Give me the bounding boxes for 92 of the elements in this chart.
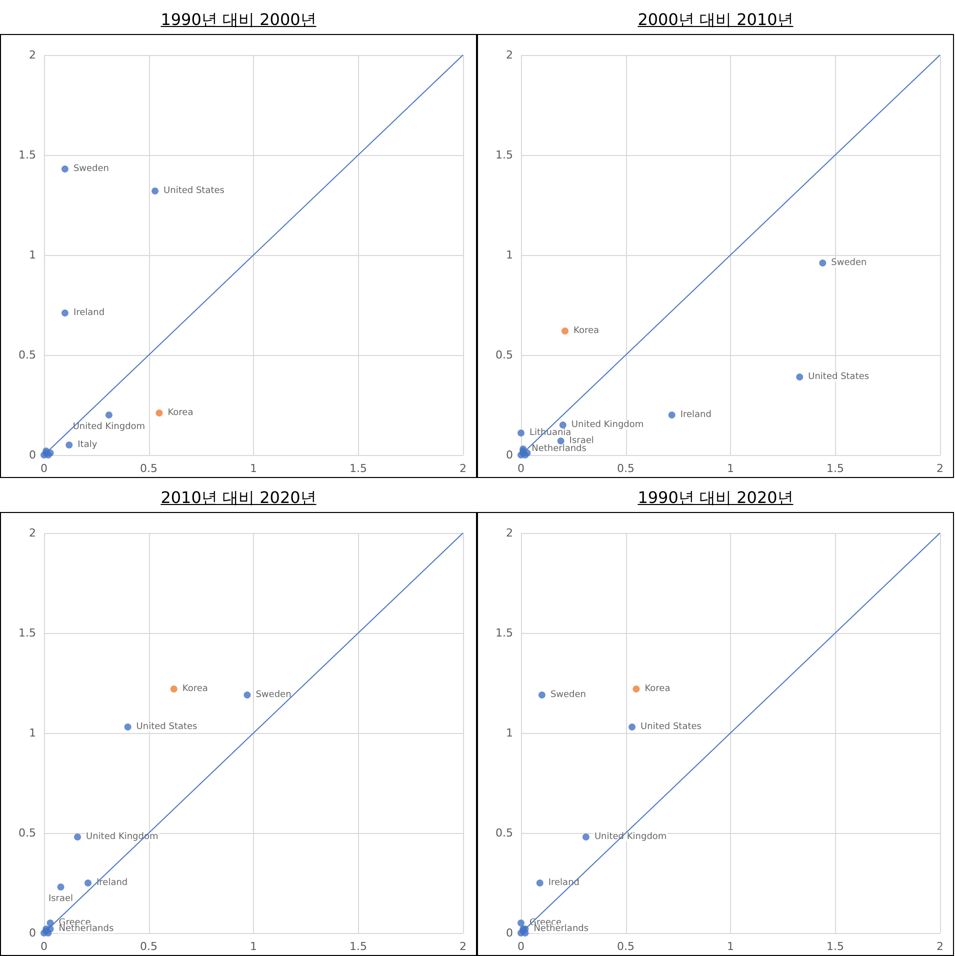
series-label: United States <box>808 372 870 382</box>
series-label: United States <box>640 722 702 732</box>
point <box>819 260 826 266</box>
x-tick-label: 2 <box>460 940 466 953</box>
series-label: United States <box>136 722 198 732</box>
x-tick-label: 1.5 <box>826 940 844 953</box>
y-tick-label: 0.5 <box>18 826 36 840</box>
point <box>518 430 524 436</box>
y-tick-label: 1.5 <box>496 148 513 162</box>
series-label: United Kingdom <box>72 422 146 432</box>
point <box>518 920 524 926</box>
y-tick-label: 1.5 <box>496 626 513 640</box>
x-tick-label: 1.5 <box>350 462 367 475</box>
x-tick-label: 2 <box>936 462 944 475</box>
point <box>796 374 804 380</box>
point <box>152 188 159 194</box>
x-tick-label: 1 <box>250 462 257 475</box>
x-tick-label: 1 <box>727 462 734 475</box>
point <box>105 412 112 418</box>
point <box>559 422 566 428</box>
chart-title: 1990년 대비 2020년 <box>636 487 794 509</box>
series-label: United Kingdom <box>571 420 644 430</box>
point <box>668 412 676 418</box>
x-tick-label: 0 <box>40 462 48 475</box>
y-tick-label: 1 <box>29 248 36 262</box>
point <box>61 310 68 316</box>
point <box>538 692 546 698</box>
y-tick-label: 2 <box>506 48 513 62</box>
series-label: Sweden <box>831 258 867 268</box>
x-tick-label: 1 <box>727 940 734 953</box>
x-tick-label: 1.5 <box>826 462 844 475</box>
point <box>57 884 64 890</box>
y-tick-label: 2 <box>506 526 513 540</box>
series-label: Netherlands <box>58 924 114 934</box>
y-tick-label: 0 <box>29 926 36 940</box>
chart-title: 1990년 대비 2000년 <box>160 9 318 31</box>
series-label: Sweden <box>256 690 292 700</box>
y-tick-label: 1 <box>506 248 513 262</box>
x-tick-label: 0.5 <box>140 462 158 475</box>
y-tick-label: 0.5 <box>496 826 513 840</box>
series-label: Korea <box>182 684 208 694</box>
chart-title: 2000년 대비 2010년 <box>636 9 794 31</box>
series-label: Ireland <box>73 308 105 318</box>
point <box>66 442 73 448</box>
x-tick-label: 1 <box>250 940 257 953</box>
series-label: Italy <box>78 440 98 450</box>
point <box>244 692 251 698</box>
point <box>74 834 82 840</box>
series-label: Israel <box>48 894 74 904</box>
y-tick-label: 1.5 <box>18 148 36 162</box>
y-tick-label: 0 <box>29 448 36 462</box>
point <box>582 834 590 840</box>
y-tick-label: 0.5 <box>496 348 513 362</box>
chart-title: 2010년 대비 2020년 <box>160 487 318 509</box>
series-label: United States <box>164 186 225 196</box>
series-label: Sweden <box>73 164 110 174</box>
series-label: Ireland <box>680 410 712 420</box>
y-tick-label: 1.5 <box>18 626 36 640</box>
point <box>632 686 640 692</box>
series-label: Netherlands <box>532 444 587 454</box>
series-label: Sweden <box>550 690 586 700</box>
x-tick-label: 0 <box>518 462 524 475</box>
y-tick-label: 1 <box>29 726 36 740</box>
x-tick-label: 0 <box>518 940 524 953</box>
x-tick-label: 0.5 <box>140 940 158 953</box>
series-label: Korea <box>168 408 194 418</box>
series-label: Korea <box>573 326 600 336</box>
series-label: Netherlands <box>534 924 589 934</box>
x-tick-label: 0.5 <box>617 940 634 953</box>
y-tick-label: 2 <box>29 48 36 62</box>
point <box>170 686 178 692</box>
x-tick-label: 0 <box>40 940 48 953</box>
point <box>61 166 68 172</box>
y-tick-label: 2 <box>29 526 36 540</box>
y-tick-label: 0.5 <box>18 348 36 362</box>
y-tick-label: 0 <box>506 448 513 462</box>
point <box>124 724 132 730</box>
x-tick-label: 2 <box>936 940 944 953</box>
series-label: Korea <box>644 684 670 694</box>
point <box>557 438 564 444</box>
point <box>84 880 92 886</box>
x-tick-label: 0.5 <box>617 462 634 475</box>
point <box>536 880 544 886</box>
series-label: Ireland <box>96 878 128 888</box>
point <box>628 724 636 730</box>
x-tick-label: 1.5 <box>350 940 367 953</box>
series-label: Israel <box>569 436 594 446</box>
point <box>562 328 568 334</box>
x-tick-label: 2 <box>460 462 466 475</box>
point <box>156 410 163 416</box>
y-tick-label: 0 <box>506 926 513 940</box>
y-tick-label: 1 <box>506 726 513 740</box>
